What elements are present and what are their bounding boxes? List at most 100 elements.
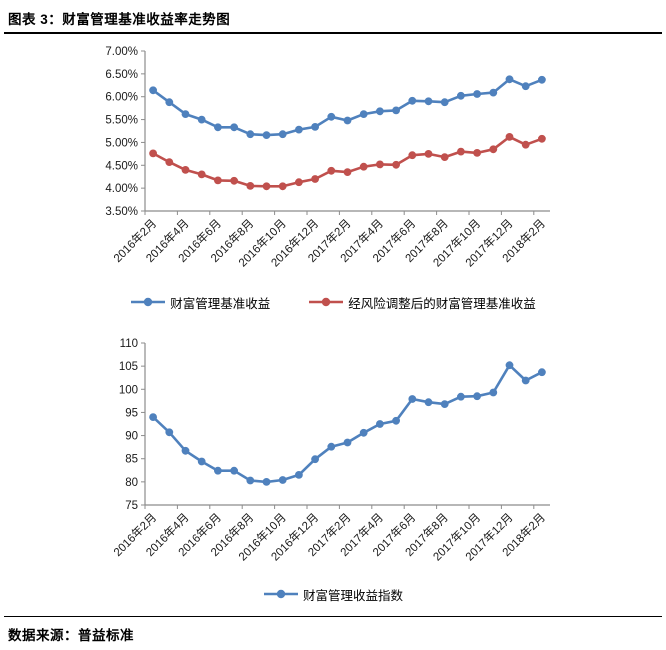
data-point-marker — [327, 166, 336, 175]
legend-item-0: 财富管理基准收益 — [130, 293, 270, 312]
series-line — [151, 135, 544, 188]
data-point-marker — [424, 398, 433, 407]
data-point-marker — [473, 149, 481, 157]
data-point-marker — [311, 455, 319, 464]
data-point-marker — [181, 446, 190, 455]
data-point-marker — [311, 175, 319, 183]
y-tick-label: 6.00% — [105, 92, 138, 104]
title-divider — [4, 32, 662, 34]
data-point-marker — [149, 413, 158, 421]
data-point-marker — [278, 130, 287, 139]
y-tick-label: 4.00% — [105, 183, 138, 195]
data-point-marker — [295, 125, 303, 134]
benchmark-yield-legend: 财富管理基准收益 经风险调整后的财富管理基准收益 — [0, 292, 666, 312]
data-point-marker — [149, 86, 158, 95]
y-tick-label: 90 — [125, 431, 138, 443]
data-point-marker — [489, 88, 498, 97]
legend-line-marker-icon — [131, 297, 166, 307]
legend-label: 财富管理基准收益 — [170, 296, 271, 311]
data-point-marker — [149, 149, 158, 158]
data-point-marker — [359, 110, 368, 118]
data-point-marker — [165, 428, 174, 437]
figure-title: 图表 3：财富管理基准收益率走势图 — [8, 8, 230, 28]
legend-label: 经风险调整后的财富管理基准收益 — [348, 296, 536, 311]
data-point-marker — [392, 106, 400, 115]
data-point-marker — [424, 97, 433, 106]
data-point-marker — [505, 361, 514, 370]
data-point-marker — [343, 116, 352, 125]
figure-title-text: 图表 3：财富管理基准收益率走势图 — [8, 12, 231, 27]
data-point-marker — [521, 82, 530, 91]
data-point-marker — [473, 392, 481, 401]
data-point-marker — [278, 182, 287, 191]
y-tick-label: 6.50% — [105, 69, 138, 81]
y-tick-label: 7.00% — [105, 46, 138, 58]
data-point-marker — [408, 395, 417, 403]
data-point-marker — [473, 90, 481, 98]
data-source: 数据来源：普益标准 — [8, 624, 134, 644]
y-tick-label: 105 — [119, 361, 138, 373]
y-tick-label: 3.50% — [105, 206, 138, 218]
y-tick-label: 110 — [120, 338, 138, 350]
data-point-marker — [343, 438, 352, 447]
data-point-marker — [376, 107, 384, 116]
data-point-marker — [197, 170, 206, 179]
y-tick-label: 80 — [125, 477, 138, 489]
data-point-marker — [440, 153, 449, 161]
data-point-marker — [262, 182, 271, 191]
footer-divider — [4, 616, 662, 617]
data-point-marker — [230, 123, 239, 132]
yield-index-line-chart: 11010510095908580752016年2月2016年4月2016年6月… — [110, 338, 550, 564]
data-point-marker — [505, 133, 514, 141]
data-point-marker — [214, 466, 222, 475]
series-line — [151, 363, 544, 484]
y-tick-label: 5.50% — [105, 115, 138, 127]
data-point-marker — [165, 98, 174, 107]
y-tick-label: 4.50% — [105, 160, 138, 172]
data-point-marker — [408, 96, 417, 105]
data-point-marker — [262, 131, 271, 139]
data-point-marker — [392, 416, 400, 425]
data-source-text: 数据来源：普益标准 — [8, 628, 134, 643]
data-point-marker — [246, 182, 255, 190]
legend-line-marker-icon — [309, 297, 344, 307]
data-point-marker — [181, 166, 190, 174]
data-point-marker — [376, 160, 384, 169]
data-point-marker — [376, 420, 384, 428]
data-point-marker — [230, 176, 239, 185]
data-point-marker — [327, 442, 336, 451]
data-point-marker — [214, 176, 222, 185]
yield-index-legend: 财富管理收益指数 — [0, 584, 666, 604]
data-point-marker — [359, 162, 368, 171]
legend-item-0: 财富管理收益指数 — [263, 585, 403, 604]
data-point-marker — [295, 178, 303, 187]
data-point-marker — [246, 130, 255, 139]
data-point-marker — [538, 134, 546, 143]
data-point-marker — [457, 147, 465, 156]
data-point-marker — [457, 392, 465, 401]
data-point-marker — [440, 400, 449, 408]
data-point-marker — [197, 115, 206, 124]
data-point-marker — [521, 376, 530, 385]
data-point-marker — [295, 471, 303, 479]
data-point-marker — [214, 123, 222, 132]
data-point-marker — [246, 476, 255, 485]
data-point-marker — [327, 112, 336, 121]
data-point-marker — [197, 457, 206, 466]
data-point-marker — [538, 75, 546, 84]
y-tick-label: 95 — [125, 407, 138, 419]
series-line — [151, 77, 544, 137]
data-point-marker — [311, 123, 319, 131]
data-point-marker — [392, 160, 400, 169]
data-point-marker — [165, 158, 174, 166]
data-point-marker — [359, 428, 368, 437]
data-point-marker — [505, 75, 514, 84]
data-point-marker — [521, 140, 530, 149]
data-point-marker — [424, 150, 433, 158]
legend-line-marker-icon — [263, 589, 298, 599]
benchmark-yield-line-chart: 7.00% 6.50% 6.00% 5.50% 5.00% 4.50% 4.00% 3.50%… — [105, 46, 550, 270]
data-point-marker — [262, 478, 271, 486]
data-point-marker — [343, 168, 352, 177]
data-point-marker — [230, 466, 239, 475]
data-point-marker — [440, 98, 449, 107]
